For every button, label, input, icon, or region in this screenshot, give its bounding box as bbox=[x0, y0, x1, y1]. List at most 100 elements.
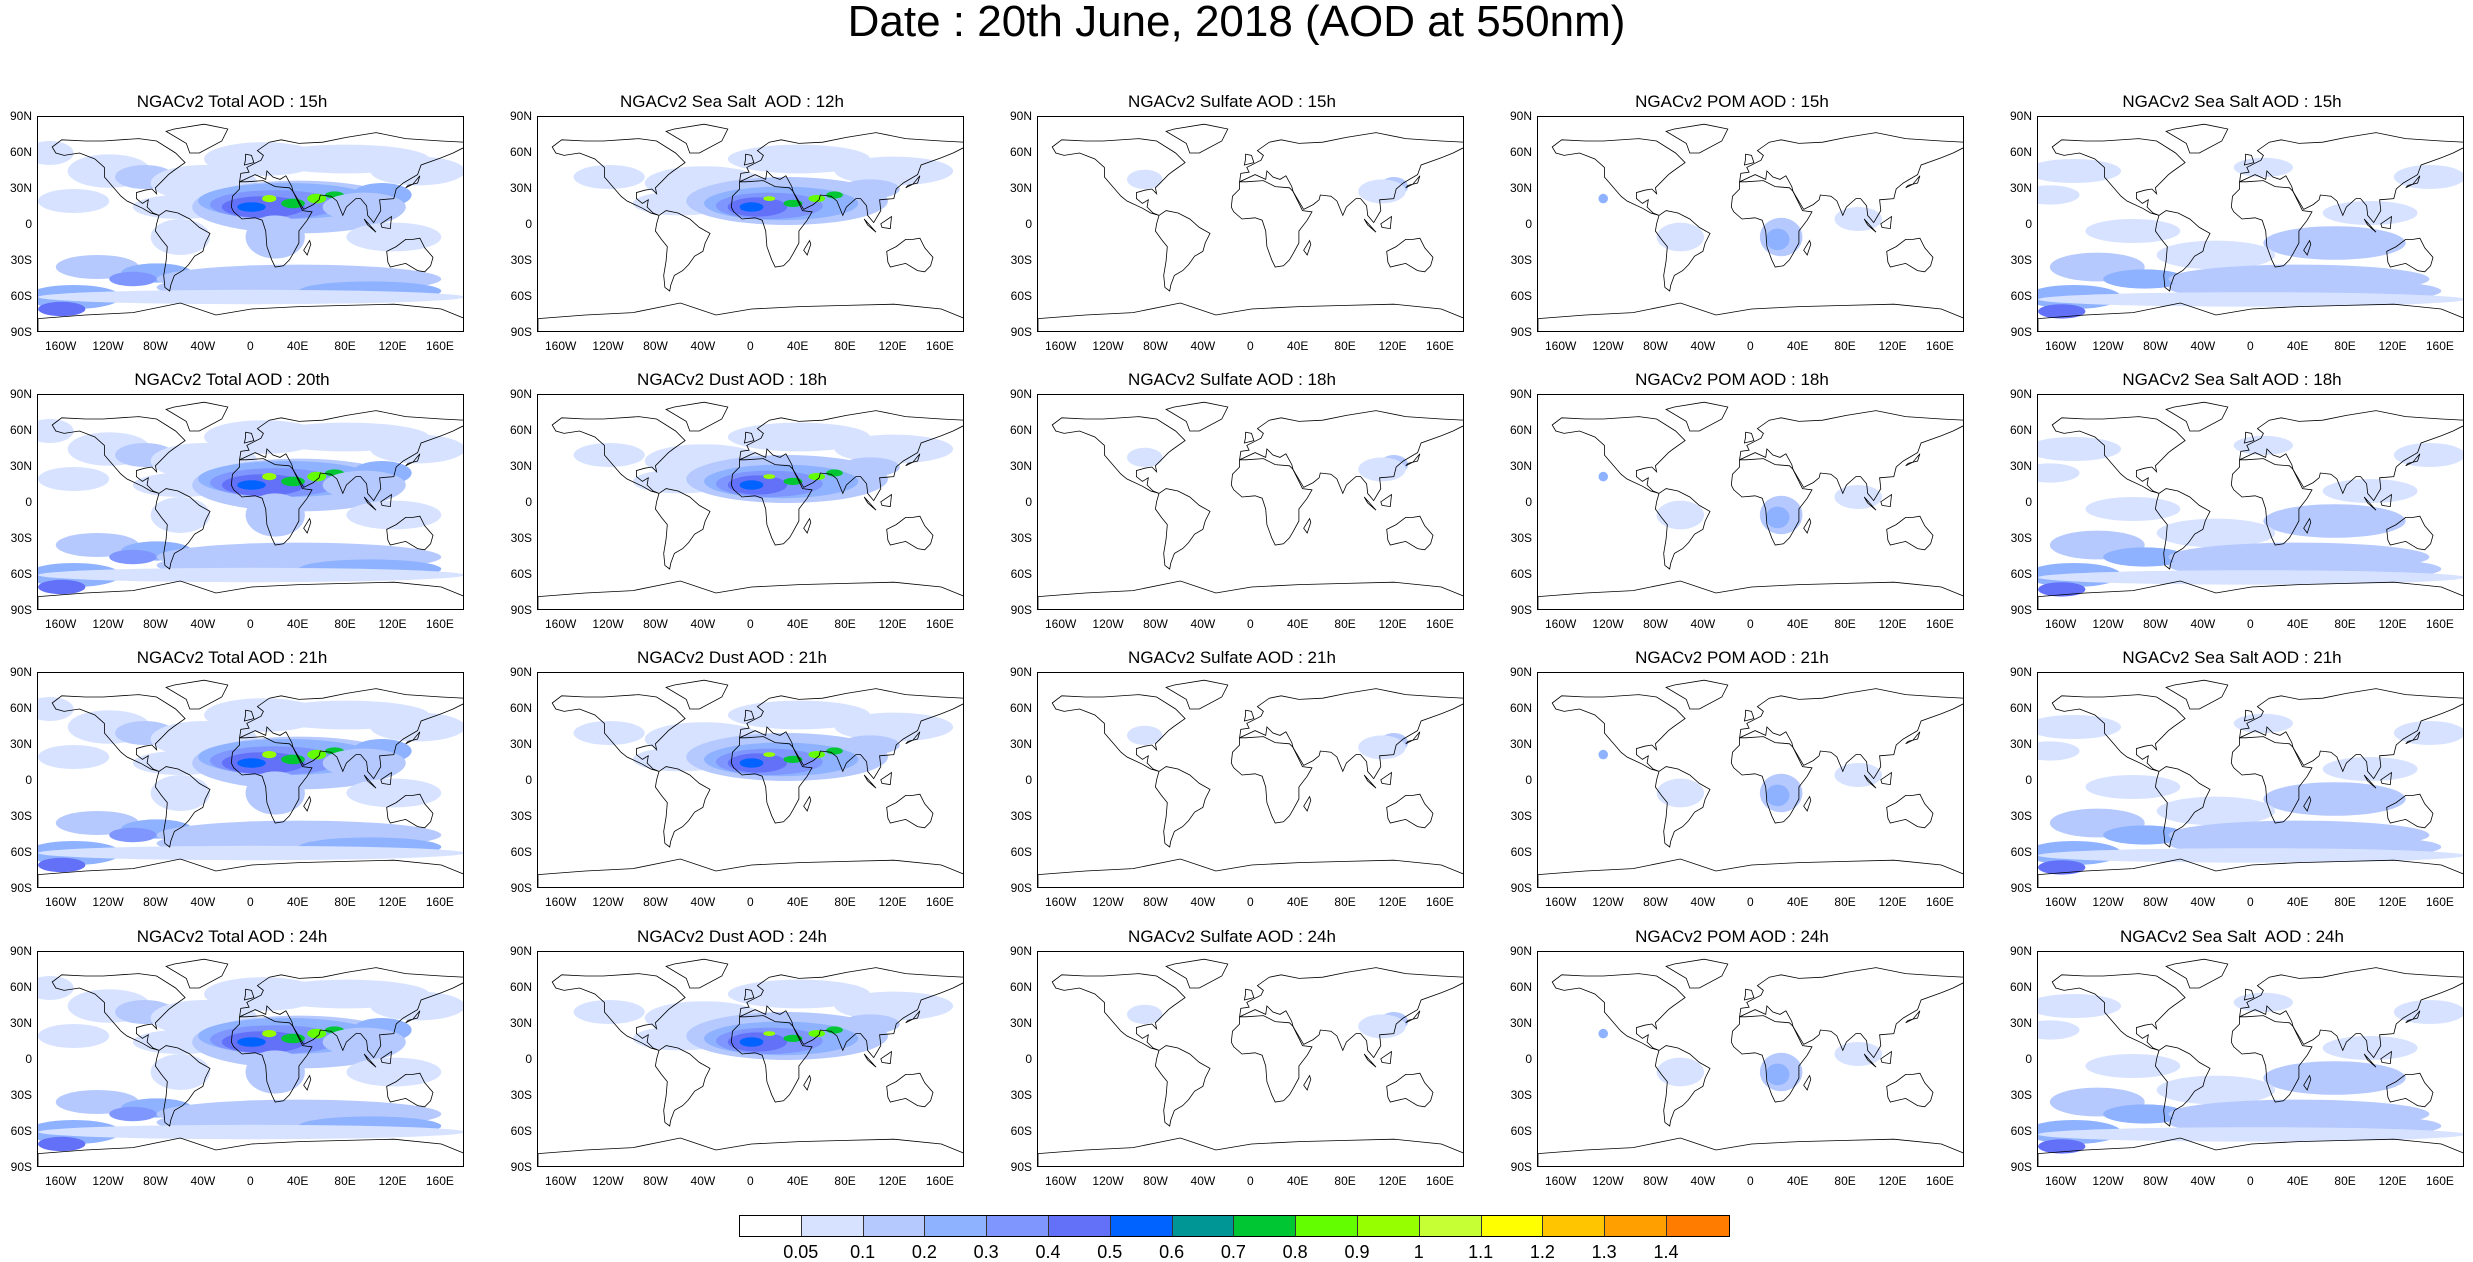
longitude-tick-label: 160E bbox=[1425, 895, 1454, 909]
latitude-tick-label: 60N bbox=[9, 980, 32, 994]
aod-field-cell bbox=[1126, 1004, 1163, 1024]
longitude-tick-label: 40W bbox=[190, 339, 216, 353]
coastline bbox=[2243, 988, 2255, 1001]
longitude-tick-label: 160W bbox=[545, 339, 577, 353]
latitude-tick-label: 0 bbox=[525, 1052, 532, 1066]
map-frame bbox=[1037, 951, 1464, 1167]
coastline bbox=[1405, 175, 1421, 189]
coastline bbox=[2230, 1015, 2313, 1103]
coastline bbox=[551, 973, 686, 1051]
latitude-tick-label: 90N bbox=[9, 944, 32, 958]
aod-field-cell bbox=[840, 179, 900, 199]
coastline bbox=[1551, 138, 1686, 216]
panel-title: NGACv2 Total AOD : 24h bbox=[136, 927, 328, 946]
latitude-tick-label: 90S bbox=[2010, 325, 2032, 339]
aod-field-cell bbox=[2263, 782, 2406, 816]
aod-field-cell bbox=[2393, 1000, 2463, 1024]
aod-field-cell bbox=[826, 469, 843, 477]
panel-title: NGACv2 Sea Salt AOD : 18h bbox=[2122, 370, 2342, 389]
aod-field-cell bbox=[370, 991, 463, 1021]
map-background bbox=[1538, 117, 1963, 331]
coastline bbox=[1165, 123, 1229, 154]
coastline bbox=[1405, 1010, 1421, 1024]
aod-field-cell bbox=[2038, 582, 2086, 597]
longitude-tick-label: 160E bbox=[925, 339, 954, 353]
longitude-tick-label: 80W bbox=[643, 1174, 668, 1188]
coastline bbox=[1880, 771, 1892, 786]
longitude-tick-label: 40E bbox=[1787, 339, 1809, 353]
latitude-tick-label: 30N bbox=[9, 181, 32, 195]
aod-field-cell bbox=[109, 271, 157, 287]
longitude-tick-label: 80W bbox=[1643, 1174, 1668, 1188]
panel-title: NGACv2 Sulfate AOD : 15h bbox=[1128, 92, 1336, 111]
aod-field-cell bbox=[834, 991, 954, 1021]
longitude-tick-label: 120E bbox=[878, 895, 907, 909]
map-panel: NGACv2 Total AOD : 15h 90N 60N 30N 0 30S 60S 90… bbox=[0, 92, 464, 362]
latitude-tick-label: 60S bbox=[2010, 845, 2032, 859]
coastline bbox=[363, 218, 377, 233]
aod-field-cell bbox=[2038, 570, 2463, 585]
latitude-tick-label: 90S bbox=[1010, 1160, 1032, 1174]
longitude-tick-label: 160W bbox=[45, 895, 77, 909]
colorbar-label: 0.1 bbox=[850, 1242, 876, 1262]
aod-field-cell bbox=[2085, 1054, 2181, 1078]
longitude-tick-label: 80W bbox=[643, 895, 668, 909]
coastline bbox=[1743, 431, 1755, 444]
latitude-tick-label: 30N bbox=[2009, 181, 2032, 195]
coastline bbox=[1905, 453, 1921, 467]
map-panel: NGACv2 Sea Salt AOD : 18h 90N 60N 30N 0 30S 60… bbox=[2000, 370, 2464, 640]
aod-field-cell bbox=[245, 493, 305, 537]
longitude-tick-label: 120W bbox=[2092, 617, 2124, 631]
aod-field-cell bbox=[322, 192, 406, 222]
coastline bbox=[2380, 771, 2392, 786]
latitude-tick-label: 60S bbox=[510, 1124, 532, 1138]
aod-field-cell bbox=[150, 219, 210, 255]
coastline bbox=[886, 515, 934, 551]
coastline bbox=[1303, 795, 1312, 812]
map-background bbox=[1538, 395, 1963, 609]
coastline bbox=[2243, 709, 2255, 722]
latitude-tick-label: 60S bbox=[10, 567, 32, 581]
coastline bbox=[2405, 1010, 2421, 1024]
colorbar-label: 0.05 bbox=[783, 1242, 819, 1262]
longitude-tick-label: 80E bbox=[834, 895, 856, 909]
longitude-tick-label: 160W bbox=[1045, 339, 1077, 353]
coastline bbox=[386, 793, 434, 829]
coastline bbox=[654, 766, 711, 848]
longitude-tick-label: 160E bbox=[1925, 339, 1954, 353]
coastline bbox=[154, 210, 211, 292]
longitude-tick-label: 40E bbox=[1287, 895, 1309, 909]
coastline bbox=[2363, 496, 2377, 511]
longitude-tick-label: 80E bbox=[1334, 895, 1356, 909]
coastline bbox=[1363, 1053, 1377, 1068]
longitude-tick-label: 120W bbox=[1592, 617, 1624, 631]
longitude-tick-label: 80E bbox=[2334, 1174, 2356, 1188]
map-panel: NGACv2 Total AOD : 20th 90N 60N 30N 0 30S 60S 9… bbox=[0, 370, 464, 640]
latitude-tick-label: 90S bbox=[1010, 603, 1032, 617]
aod-field-cell bbox=[1598, 471, 1608, 482]
coastline bbox=[165, 679, 229, 710]
map-frame bbox=[1537, 116, 1964, 332]
colorbar-swatch bbox=[1296, 1216, 1358, 1236]
colorbar-swatch bbox=[1110, 1216, 1173, 1236]
aod-field-cell bbox=[2233, 157, 2294, 177]
latitude-tick-label: 30N bbox=[1509, 181, 1532, 195]
colorbar-swatch bbox=[1048, 1216, 1111, 1236]
coastline bbox=[1239, 132, 1463, 224]
longitude-tick-label: 40E bbox=[2287, 617, 2309, 631]
aod-field-cell bbox=[307, 193, 327, 204]
longitude-tick-label: 40W bbox=[190, 895, 216, 909]
longitude-tick-label: 80E bbox=[1834, 895, 1856, 909]
latitude-tick-label: 90N bbox=[2009, 665, 2032, 679]
latitude-tick-label: 0 bbox=[1025, 1052, 1032, 1066]
coastline bbox=[1665, 401, 1729, 432]
aod-field-cell bbox=[2038, 1020, 2080, 1040]
coastline bbox=[538, 302, 963, 331]
coastline bbox=[803, 517, 812, 534]
colorbar-label: 0.6 bbox=[1159, 1242, 1185, 1262]
latitude-tick-label: 30N bbox=[2009, 459, 2032, 473]
latitude-tick-label: 60N bbox=[9, 145, 32, 159]
aod-field-cell bbox=[55, 255, 139, 279]
map-frame bbox=[37, 394, 464, 610]
map-panel: NGACv2 Sea Salt AOD : 21h 90N 60N 30N 0 30S 60… bbox=[2000, 648, 2464, 918]
